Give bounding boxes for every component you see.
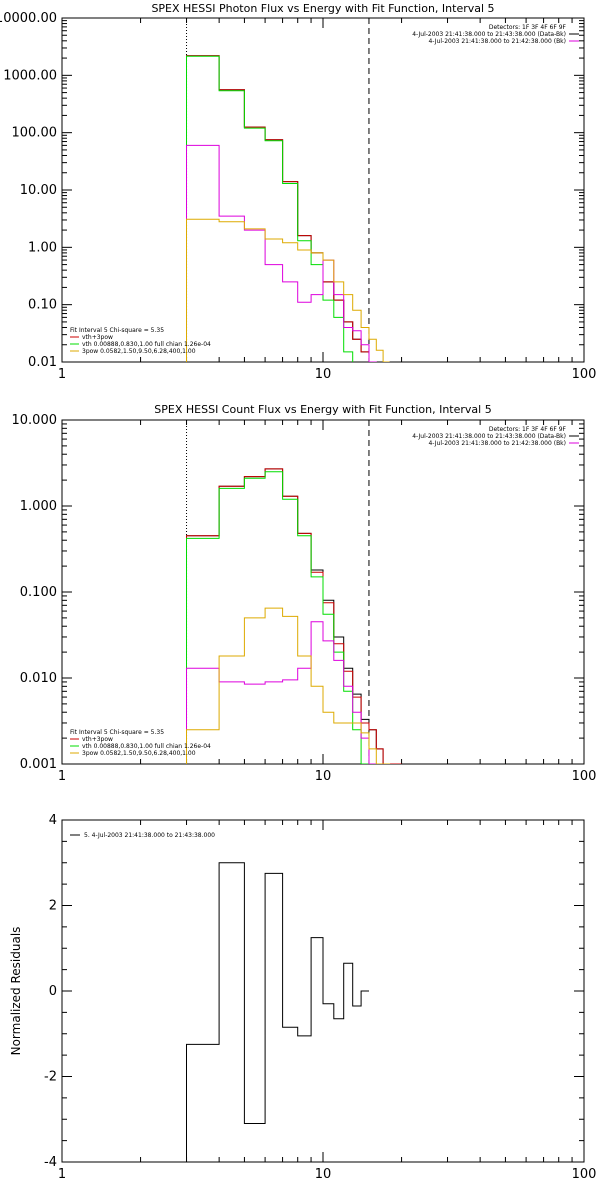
y-tick-label: 0.100 (20, 585, 57, 600)
legend-bottom-entry: vth 0.00888,0.830,1.00 full chian 1.26e-… (82, 341, 211, 348)
series-total-line (186, 471, 370, 764)
series-total-line (186, 55, 354, 362)
y-tick-label: 1000.00 (3, 68, 57, 83)
x-tick-label: 100 (572, 769, 597, 784)
x-tick-label: 1 (58, 367, 66, 382)
y-tick-label: -2 (44, 1070, 57, 1085)
y-tick-label: 2 (49, 899, 57, 914)
series-residuals-line (186, 862, 369, 1162)
legend-bottom-entry: vth+3pow (82, 334, 113, 341)
x-tick-label: 100 (572, 367, 597, 382)
series-thermal-line (186, 621, 377, 764)
y-tick-label: 0.010 (20, 671, 57, 686)
series-thermal-line (186, 144, 377, 362)
legend-bottom-entry: 3pow 0.0582,1.50,9.50,6.28,400,1.00 (82, 750, 196, 757)
legend-bottom-entry: 3pow 0.0582,1.50,9.50,6.28,400,1.00 (82, 348, 196, 355)
y-tick-label: -4 (44, 1155, 57, 1170)
legend-top-entry: 5. 4-Jul-2003 21:41:38.000 to 21:43:38.0… (84, 832, 215, 839)
y-tick-label: 10.000 (12, 413, 58, 428)
series-power-line (186, 218, 390, 362)
series-bk-line (186, 468, 402, 764)
y-tick-label: 10000.00 (0, 11, 57, 26)
y-tick-label: 100.00 (12, 126, 58, 141)
legend-bottom-entry: vth 0.00888,0.830,1.00 full chian 1.26e-… (82, 743, 211, 750)
legend-top-entry: 4-Jul-2003 21:41:38.000 to 21:42:38.000 … (428, 38, 566, 45)
legend-top-entry: 4-Jul-2003 21:41:38.000 to 21:43:38.000 … (412, 433, 566, 440)
y-tick-label: 0 (49, 984, 57, 999)
legend-top-entry: 4-Jul-2003 21:41:38.000 to 21:42:38.000 … (428, 440, 566, 447)
series-power-line (186, 607, 391, 764)
x-tick-label: 10 (315, 769, 332, 784)
x-tick-label: 10 (315, 367, 332, 382)
y-tick-label: 4 (49, 813, 57, 828)
y-tick-label: 1.000 (20, 499, 57, 514)
x-tick-label: 1 (58, 769, 66, 784)
y-tick-label: 0.10 (28, 298, 57, 313)
legend-bottom-entry: Fit Interval 5 Chi-square = 5.35 (70, 327, 164, 334)
legend-bottom-entry: Fit Interval 5 Chi-square = 5.35 (70, 729, 164, 736)
series-bk-line (186, 55, 370, 362)
x-tick-label: 10 (315, 1167, 332, 1182)
series-data-line (186, 55, 370, 362)
legend-top-entry: Detectors: 1F 3F 4F 6F 9F (489, 24, 567, 31)
y-tick-label: 1.00 (28, 240, 57, 255)
chart-title: SPEX HESSI Count Flux vs Energy with Fit… (154, 403, 491, 416)
y-tick-label: 10.00 (20, 183, 57, 198)
x-tick-label: 1 (58, 1167, 66, 1182)
x-tick-label: 100 (572, 1167, 597, 1182)
legend-top-entry: 4-Jul-2003 21:41:38.000 to 21:43:38.000 … (412, 31, 566, 38)
y-tick-label: 0.001 (20, 757, 57, 772)
y-tick-label: 0.01 (28, 355, 57, 370)
y-axis-label: Normalized Residuals (9, 927, 23, 1056)
legend-top-entry: Detectors: 1F 3F 4F 6F 9F (489, 426, 567, 433)
legend-bottom-entry: vth+3pow (82, 736, 113, 743)
chart-title: SPEX HESSI Photon Flux vs Energy with Fi… (151, 2, 494, 15)
axes-frame (61, 17, 585, 363)
